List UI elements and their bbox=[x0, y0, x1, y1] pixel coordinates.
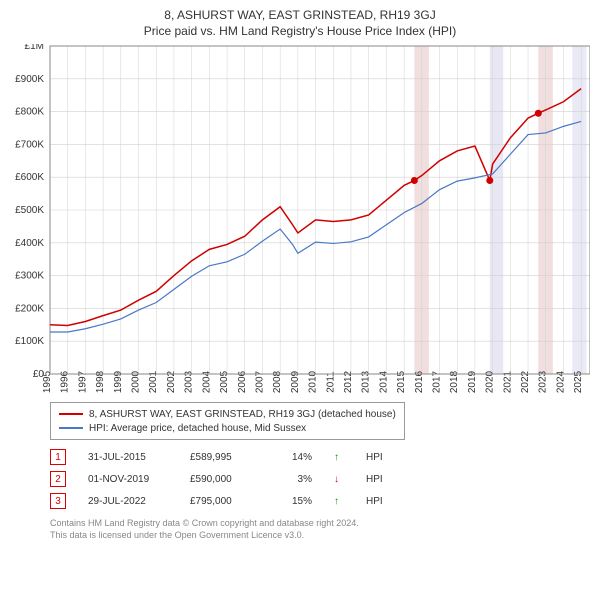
footer-line-1: Contains HM Land Registry data © Crown c… bbox=[50, 518, 590, 530]
sale-id-marker: 2 bbox=[50, 471, 66, 487]
sales-row: 3 29-JUL-2022 £795,000 15% ↑ HPI bbox=[50, 490, 590, 512]
sale-hpi-label: HPI bbox=[366, 496, 383, 507]
sale-id-marker: 1 bbox=[50, 449, 66, 465]
sale-pct: 3% bbox=[272, 474, 312, 485]
sale-arrow-icon: ↑ bbox=[334, 452, 344, 463]
sale-pct: 15% bbox=[272, 496, 312, 507]
sale-dot bbox=[535, 110, 542, 117]
price-chart: £0£100K£200K£300K£400K£500K£600K£700K£80… bbox=[10, 44, 590, 398]
legend-box: 8, ASHURST WAY, EAST GRINSTEAD, RH19 3GJ… bbox=[50, 402, 405, 440]
ytick-label: £900K bbox=[15, 74, 44, 85]
ytick-label: £1M bbox=[25, 44, 44, 52]
footer-line-2: This data is licensed under the Open Gov… bbox=[50, 530, 590, 542]
ytick-label: £100K bbox=[15, 336, 44, 347]
ytick-label: £200K bbox=[15, 303, 44, 314]
ytick-label: £300K bbox=[15, 271, 44, 282]
chart-title: 8, ASHURST WAY, EAST GRINSTEAD, RH19 3GJ bbox=[10, 8, 590, 22]
sales-row: 1 31-JUL-2015 £589,995 14% ↑ HPI bbox=[50, 446, 590, 468]
chart-subtitle: Price paid vs. HM Land Registry's House … bbox=[10, 24, 590, 38]
sale-price: £590,000 bbox=[190, 474, 250, 485]
chart-container: £0£100K£200K£300K£400K£500K£600K£700K£80… bbox=[50, 44, 582, 394]
legend-item: HPI: Average price, detached house, Mid … bbox=[59, 421, 396, 435]
ytick-label: £600K bbox=[15, 172, 44, 183]
ytick-label: £400K bbox=[15, 238, 44, 249]
sale-id-marker: 3 bbox=[50, 493, 66, 509]
footer-attribution: Contains HM Land Registry data © Crown c… bbox=[50, 518, 590, 541]
sale-arrow-icon: ↓ bbox=[334, 474, 344, 485]
sales-row: 2 01-NOV-2019 £590,000 3% ↓ HPI bbox=[50, 468, 590, 490]
sale-price: £795,000 bbox=[190, 496, 250, 507]
page-root: 8, ASHURST WAY, EAST GRINSTEAD, RH19 3GJ… bbox=[0, 0, 600, 590]
sale-arrow-icon: ↑ bbox=[334, 496, 344, 507]
sale-date: 29-JUL-2022 bbox=[88, 496, 168, 507]
sale-hpi-label: HPI bbox=[366, 452, 383, 463]
sale-dot bbox=[486, 177, 493, 184]
sale-date: 31-JUL-2015 bbox=[88, 452, 168, 463]
legend-label: 8, ASHURST WAY, EAST GRINSTEAD, RH19 3GJ… bbox=[89, 409, 396, 420]
legend-swatch bbox=[59, 427, 83, 429]
ytick-label: £800K bbox=[15, 107, 44, 118]
sale-date: 01-NOV-2019 bbox=[88, 474, 168, 485]
sales-table: 1 31-JUL-2015 £589,995 14% ↑ HPI 2 01-NOV-2019 £… bbox=[50, 446, 590, 512]
legend-item: 8, ASHURST WAY, EAST GRINSTEAD, RH19 3GJ… bbox=[59, 407, 396, 421]
legend-swatch bbox=[59, 413, 83, 415]
sale-hpi-label: HPI bbox=[366, 474, 383, 485]
legend-label: HPI: Average price, detached house, Mid … bbox=[89, 423, 306, 434]
sale-price: £589,995 bbox=[190, 452, 250, 463]
ytick-label: £700K bbox=[15, 139, 44, 150]
sale-pct: 14% bbox=[272, 452, 312, 463]
sale-dot bbox=[411, 177, 418, 184]
ytick-label: £500K bbox=[15, 205, 44, 216]
